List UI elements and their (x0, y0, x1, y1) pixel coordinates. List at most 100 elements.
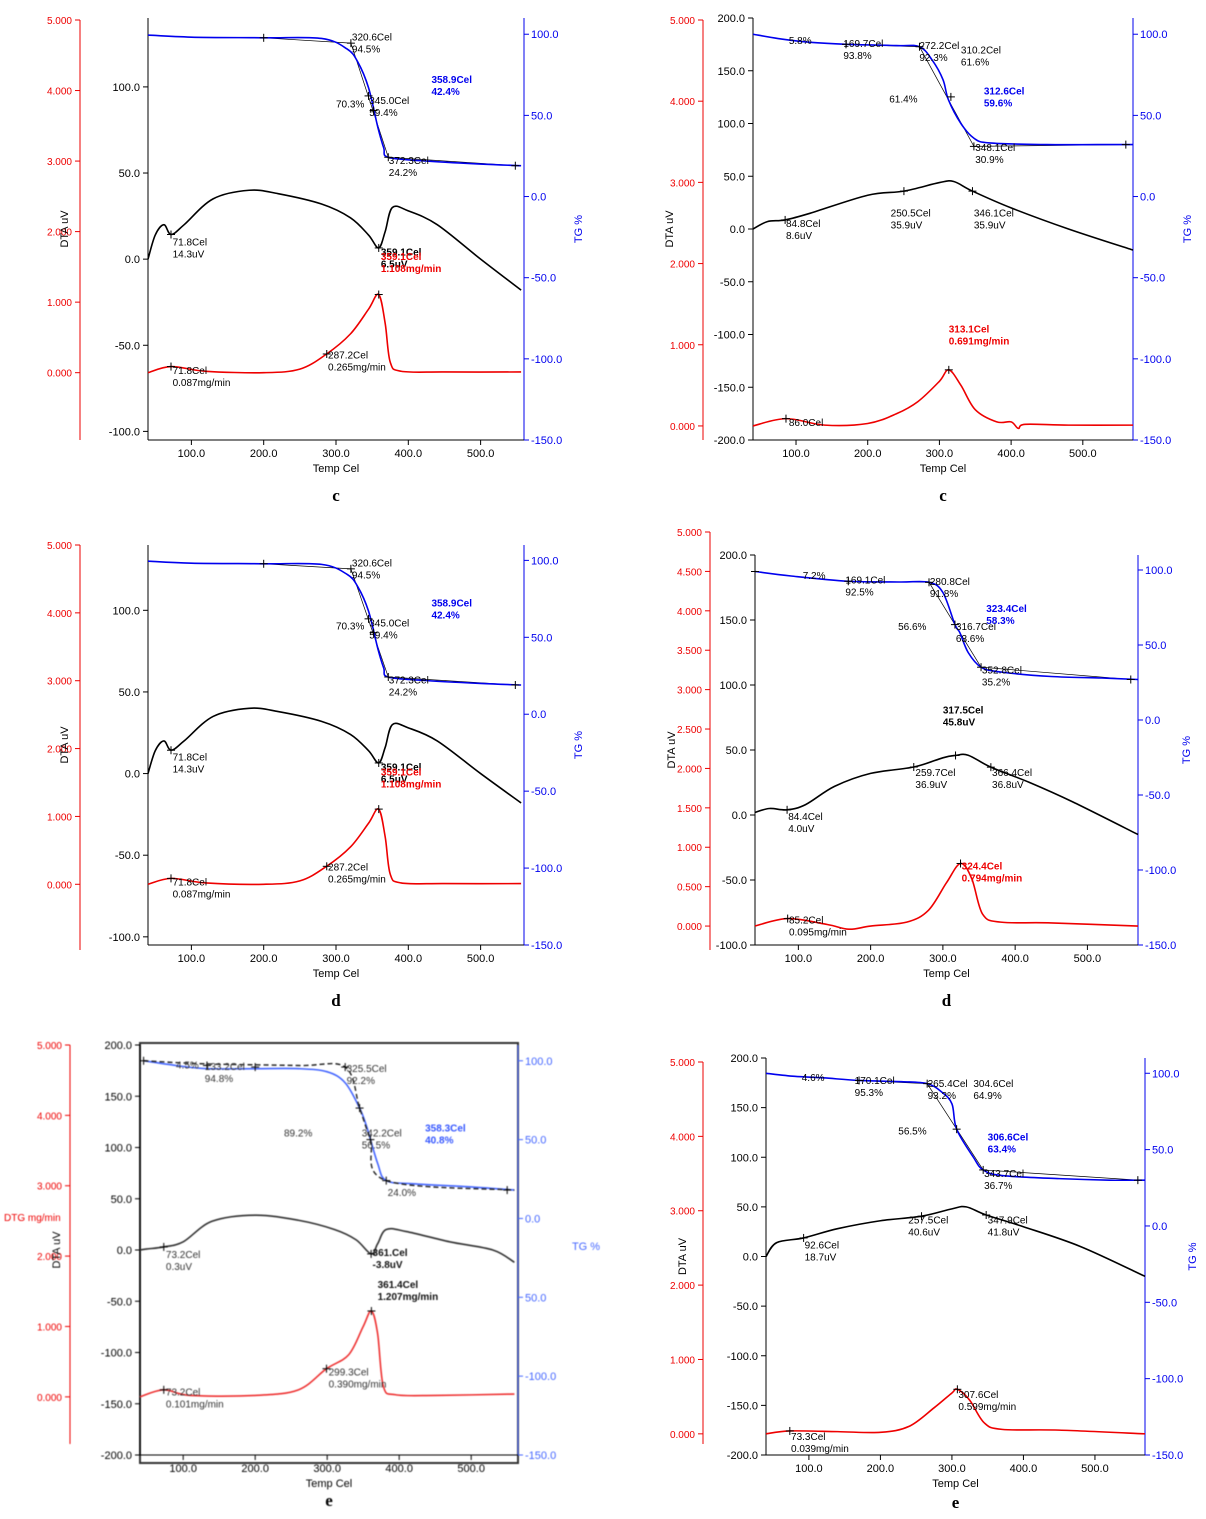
peak-annotation: 24.0% (388, 1188, 416, 1199)
dtg-tick-label: 4.000 (37, 1111, 62, 1122)
curve-marker (322, 1364, 331, 1373)
curve-marker (982, 1211, 991, 1220)
x-tick-label: 300.0 (322, 953, 350, 965)
curve-marker (781, 215, 790, 224)
tg-tick-label: 50.0 (1152, 1145, 1173, 1157)
peak-annotation: 366.4Cel 36.8uV (992, 768, 1032, 791)
dta-tick-label: -100.0 (716, 940, 747, 952)
dtg-tick-label: 0.500 (677, 883, 702, 894)
curve-marker (367, 1249, 376, 1258)
tg-tick-label: 0.0 (525, 1213, 540, 1225)
curve-marker (899, 187, 908, 196)
tg-tick-label: -100.0 (525, 1371, 556, 1383)
tg-tick-label: -100.0 (1145, 865, 1176, 877)
x-tick-label: 300.0 (313, 1463, 341, 1475)
curve-marker (369, 106, 378, 115)
peak-annotation: 84.8Cel 8.6uV (786, 219, 820, 242)
chart-panel-d-left: 0.000 1.000 2.000 3.000 4.000 5.000 -100.0 -50.… (0, 515, 603, 1025)
chart-panel-c-left: 0.000 1.000 2.000 3.000 4.000 5.000 -100.0 -50.… (0, 0, 603, 515)
x-axis-title: Temp Cel (932, 1478, 978, 1490)
curve-marker (159, 1242, 168, 1251)
peak-annotation: 73.3Cel 0.039mg/min (791, 1432, 849, 1455)
peak-annotation: 372.3Cel 24.2% (389, 675, 429, 698)
tg-curve (143, 1059, 515, 1191)
curve-marker (783, 805, 792, 814)
curve-marker (946, 92, 955, 101)
tangent-line (983, 1169, 1138, 1181)
peak-annotation: 250.5Cel 35.9uV (891, 208, 931, 231)
curve-marker (956, 859, 965, 868)
peak-annotation: 307.6Cel 0.599mg/min (958, 1390, 1016, 1413)
panel-label: d (331, 991, 341, 1010)
dta-axis-title: DTA uV (59, 726, 71, 764)
dta-axis-title: DTA uV (666, 731, 678, 769)
curve-marker (166, 230, 175, 239)
dtg-tick-label: 3.000 (47, 677, 72, 688)
curve-marker (977, 663, 986, 672)
tg-tick-label: -150.0 (525, 1450, 556, 1462)
curve-marker (968, 187, 977, 196)
dta-tick-label: -50.0 (733, 1301, 758, 1313)
curve-marker (369, 628, 378, 637)
peak-annotation: 133.2Cel 94.8% (205, 1062, 245, 1085)
peak-annotation: 89.2% (284, 1128, 312, 1139)
tg-tick-label: 50.0 (525, 1292, 546, 1304)
dta-axis-title: DTA uV (664, 210, 676, 248)
curve-marker (202, 1061, 211, 1070)
tg-tick-label: -100.0 (1152, 1374, 1183, 1386)
curve-marker (951, 751, 960, 760)
peak-annotation: 86.0Cel (789, 418, 823, 429)
dtg-tick-label: 0.000 (677, 922, 702, 933)
tg-tick-label: -50.0 (1140, 273, 1165, 285)
panel-label: c (939, 486, 947, 505)
curve-marker (374, 243, 383, 252)
curve-marker (346, 39, 355, 48)
peak-annotation: 348.1Cel 30.9% (975, 143, 1015, 166)
dtg-curve (765, 1388, 1146, 1435)
dtg-curve (754, 862, 1139, 931)
dta-axis-title: DTA uV (677, 1237, 689, 1275)
peak-annotation: 358.3Cel 40.8% (425, 1124, 466, 1147)
dta-curve (139, 1214, 515, 1263)
tg-tick-label: -150.0 (1145, 940, 1176, 952)
curve-marker (1133, 1176, 1142, 1185)
tg-tick-label: 100.0 (1152, 1068, 1180, 1080)
curve-marker (355, 1104, 364, 1113)
dtg-curve (147, 807, 522, 886)
curve-marker (322, 862, 331, 871)
curve-marker (855, 1076, 864, 1085)
dtg-tick-label: 5.000 (670, 16, 695, 27)
x-tick-label: 500.0 (1081, 1463, 1109, 1475)
peak-annotation: 272.2Cel 92.3% (919, 41, 959, 64)
curve-marker (367, 1307, 376, 1315)
dta-tick-label: -100.0 (109, 426, 140, 438)
dta-tick-label: 150.0 (719, 615, 747, 627)
tg-curve (752, 33, 1133, 146)
chart-panel-e-right: 0.000 1.000 2.000 3.000 4.000 5.000 -200.0 -150… (603, 1025, 1206, 1519)
peak-annotation: 343.7Cel 36.7% (984, 1169, 1024, 1192)
curve-marker (1126, 675, 1135, 684)
x-tick-label: 100.0 (785, 953, 813, 965)
dtg-tick-label: 5.000 (677, 528, 702, 539)
curve-marker (844, 577, 853, 586)
dtg-tick-label: 4.000 (47, 609, 72, 620)
x-tick-label: 400.0 (395, 953, 423, 965)
peak-annotation: 304.6Cel 64.9% (973, 1079, 1013, 1102)
panel-label: d (941, 991, 952, 1010)
tg-axis-title: TG % (573, 215, 585, 243)
dta-tick-label: 200.0 (730, 1053, 758, 1065)
dtg-tick-label: 5.000 (47, 541, 72, 552)
peak-annotation: 310.2Cel 61.6% (961, 46, 1001, 69)
curve-marker (139, 1056, 148, 1065)
curve-marker (952, 1125, 961, 1134)
x-tick-label: 500.0 (1074, 953, 1102, 965)
peak-annotation: 7.2% (803, 571, 826, 582)
peak-annotation: 361.4Cel 1.207mg/min (378, 1280, 439, 1303)
dtg-tick-label: 1.000 (677, 843, 702, 854)
curve-marker (751, 567, 759, 576)
dta-tick-label: -50.0 (115, 340, 140, 352)
tg-axis-title: TG % (1182, 215, 1194, 243)
curve-marker (915, 42, 924, 51)
peak-annotation: 287.2Cel 0.265mg/min (328, 863, 386, 886)
peak-annotation: 342.2Cel 56.5% (362, 1128, 402, 1151)
